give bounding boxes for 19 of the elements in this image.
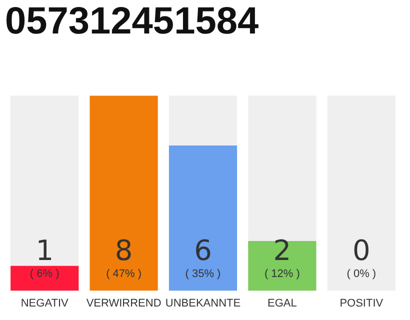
annotation: 8 bbox=[114, 234, 133, 267]
annotation: 2 bbox=[273, 234, 292, 267]
x-tick-label: POSITIV bbox=[340, 297, 384, 310]
x-tick-label: EGAL bbox=[268, 297, 297, 310]
x-tick-label: UNBEKANNTE bbox=[165, 297, 241, 310]
x-tick-label: VERWIRREND bbox=[86, 297, 162, 310]
data-label: ( 12% ) bbox=[264, 268, 300, 280]
bar bbox=[90, 96, 158, 291]
annotation: 6 bbox=[194, 234, 212, 267]
x-tick-label: NEGATIV bbox=[20, 297, 69, 310]
data-label: ( 47% ) bbox=[106, 268, 142, 280]
data-label: ( 0% ) bbox=[346, 268, 376, 280]
chart-title: 057312451584 bbox=[5, 0, 259, 42]
bar bbox=[10, 266, 79, 291]
data-label: ( 35% ) bbox=[185, 268, 221, 280]
annotation: 1 bbox=[36, 234, 54, 267]
bar bbox=[248, 240, 316, 291]
annotation: 0 bbox=[352, 234, 370, 267]
data-label: ( 6% ) bbox=[30, 268, 60, 280]
